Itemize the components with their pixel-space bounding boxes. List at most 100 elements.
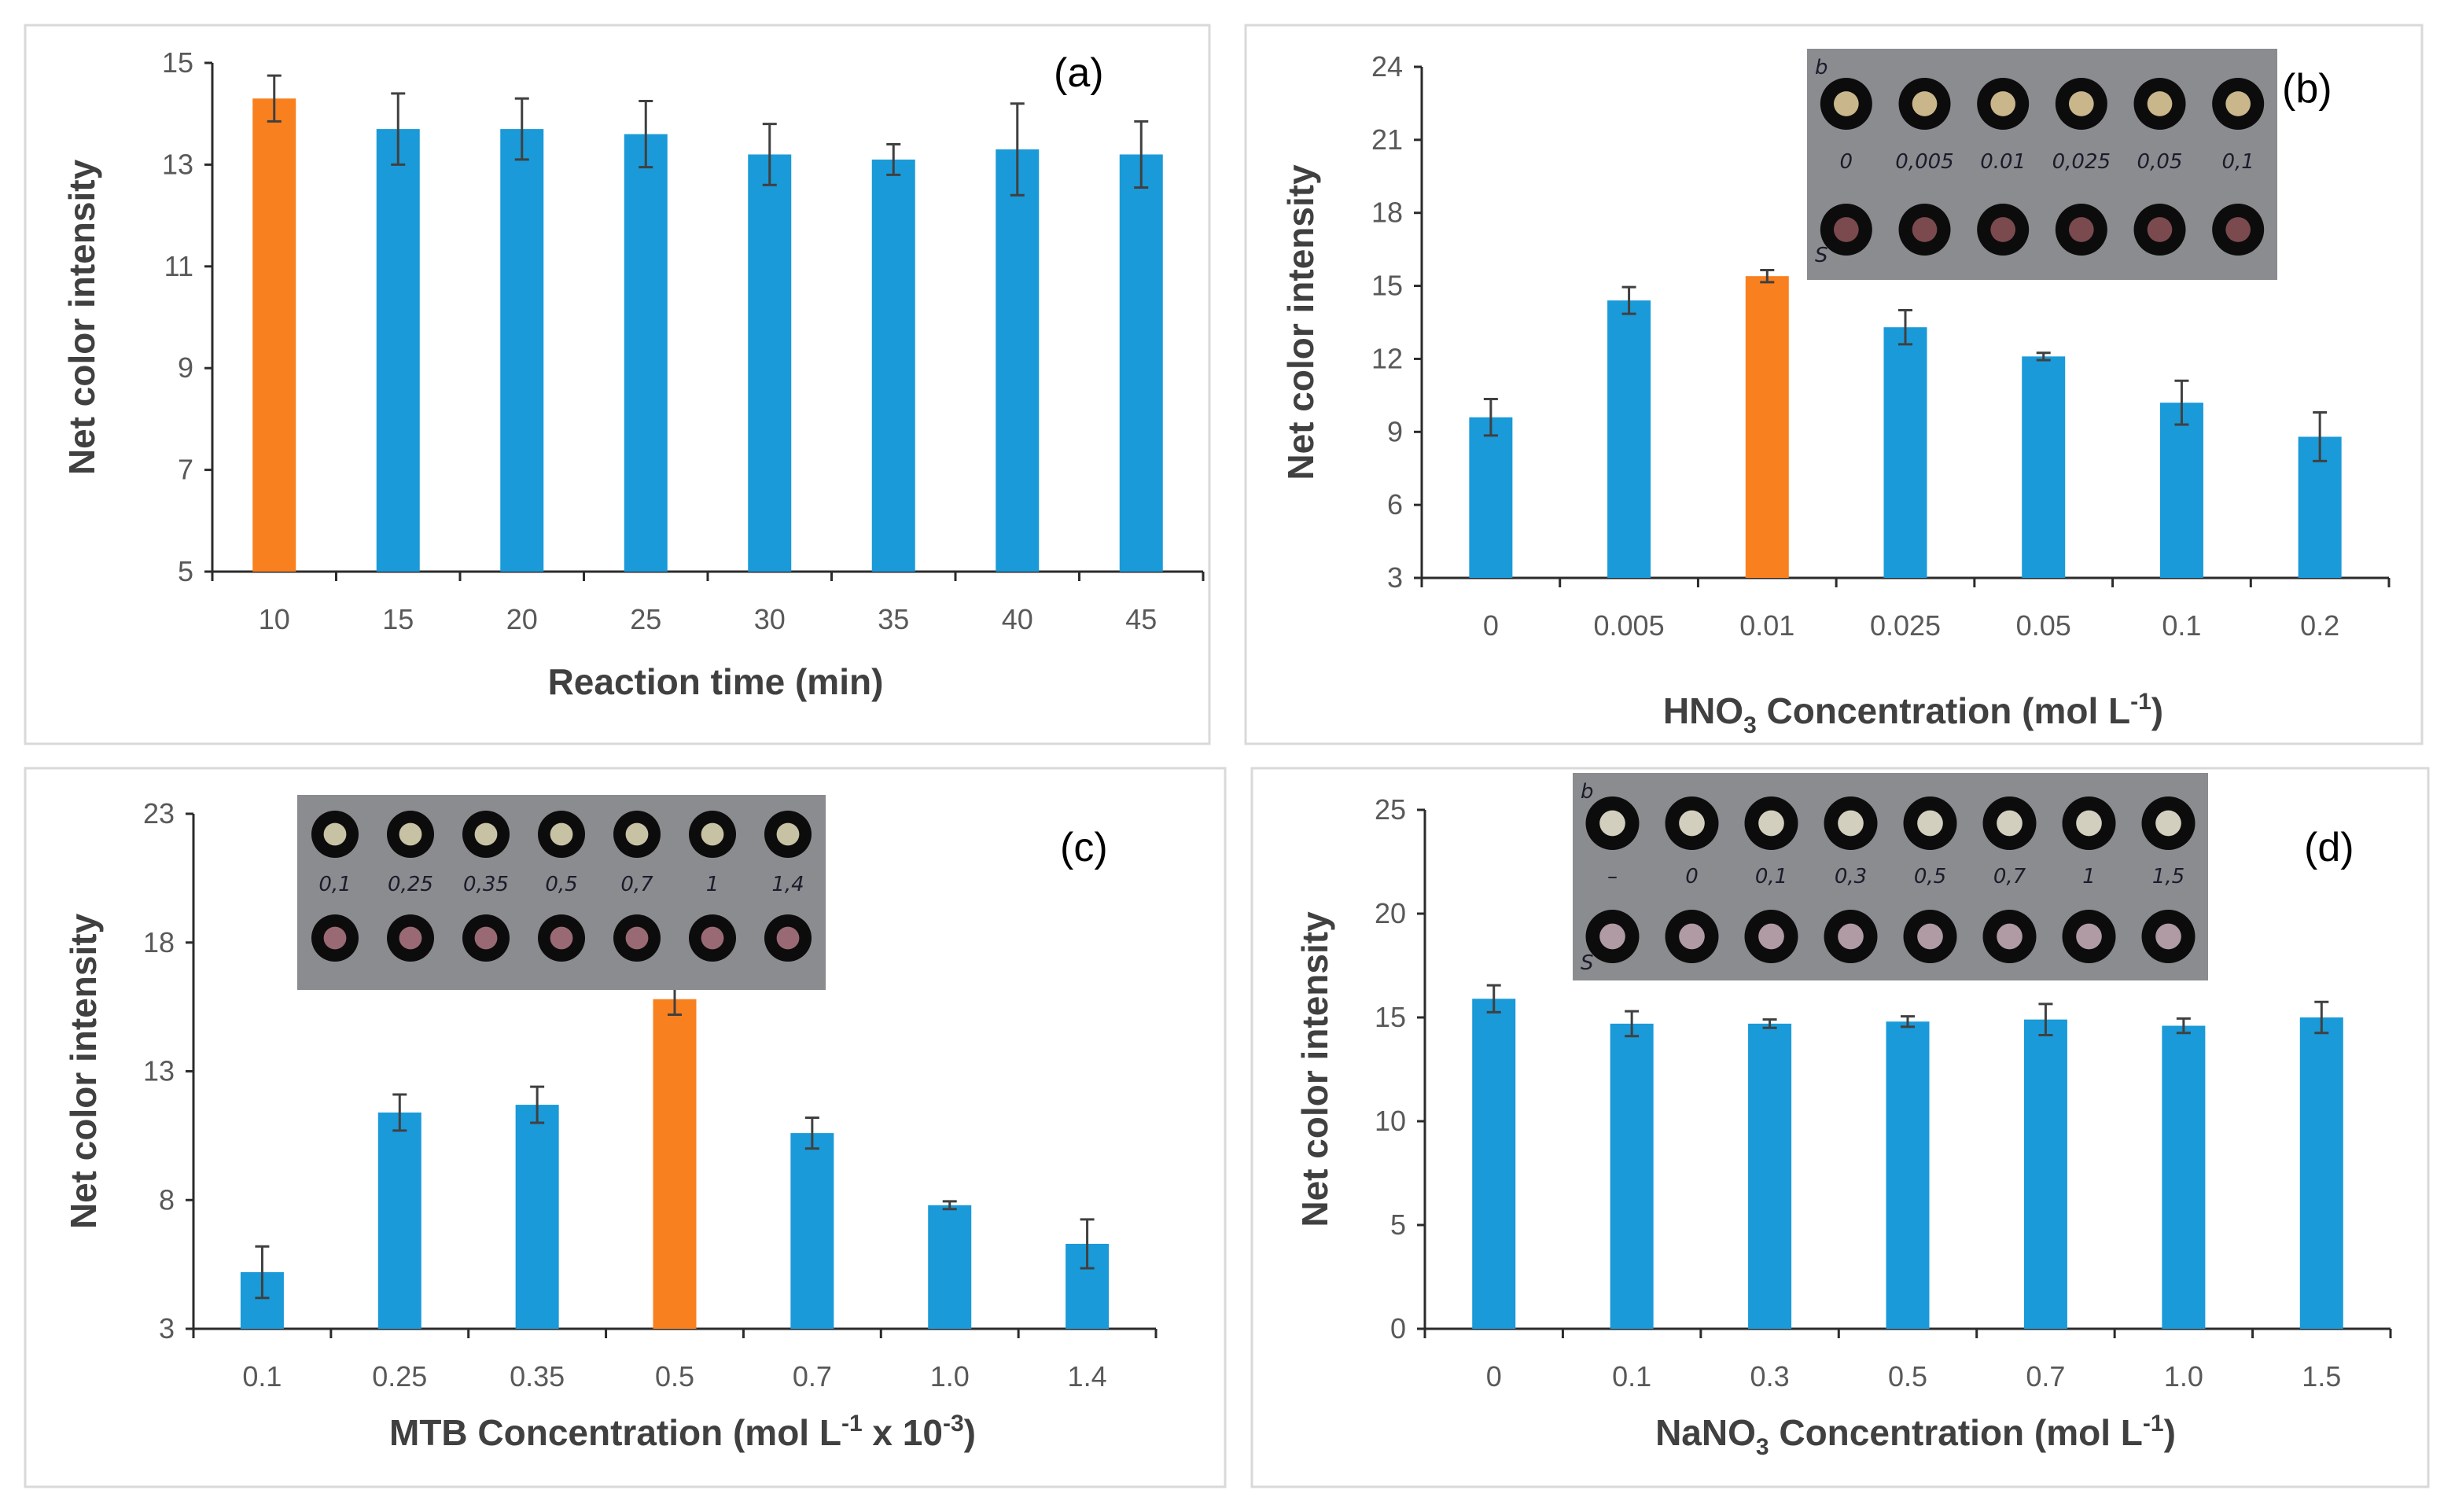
sensor-spot-bottom-color [776,926,800,950]
y-axis-title: Net color intensity [1280,164,1321,480]
sensor-spot-bottom-color [550,926,573,950]
x-tick-label: 0.1 [242,1360,282,1392]
photo-handwritten-label: 0 [1685,865,1699,888]
photo-handwritten-label: 0,5 [1914,865,1946,888]
sensor-spot-top-color [1679,810,1705,837]
bar-0.7 [790,1133,834,1329]
x-tick-label: 0.7 [2026,1360,2065,1392]
x-tick-label: 0.05 [2016,609,2071,642]
photo-letter-top: b [1581,780,1594,804]
x-tick-label: 1.5 [2302,1360,2341,1392]
photo-handwritten-label: 0,025 [2052,150,2111,174]
bar-15 [376,129,420,572]
bar-0.3 [1748,1023,1792,1329]
panel-label: (a) [1054,50,1104,96]
x-tick-label: 0.2 [2300,609,2339,642]
bar-25 [624,134,668,572]
bar-30 [748,154,792,572]
y-tick-label: 24 [1371,50,1403,83]
sensor-spot-top-color [1599,810,1625,837]
y-tick-label: 9 [1387,415,1403,447]
photo-handwritten-label: 0,005 [1895,150,1953,174]
y-tick-label: 8 [159,1183,175,1216]
x-tick-label: 0.01 [1739,609,1794,642]
y-tick-label: 5 [178,555,193,587]
photo-handwritten-label: 0,05 [2137,150,2183,174]
x-tick-label: 0.25 [372,1360,427,1392]
sensor-spot-bottom-color [625,926,649,950]
photo-handwritten-label: 0 [1840,150,1853,174]
sensor-spot-bottom-color [701,926,724,950]
photo-letter-bottom: S [1581,951,1594,975]
y-tick-label: 20 [1375,897,1406,929]
photo-handwritten-label: – [1607,865,1618,888]
bar-0.1 [2159,403,2203,578]
x-axis-title: HNO3 Concentration (mol L-1) [1663,689,2163,738]
x-tick-label: 0.1 [1612,1360,1651,1392]
x-tick-label: 0 [1483,609,1499,642]
bar-chart-mtb-concentration: 3 8 13 18 23 0.1 0.25 0.35 0.5 0.7 1.0 1.4 MTB Conce… [24,767,1227,1488]
inset-photo-test-spots: – 0 0,1 0,3 0,5 0,7 1 1,5 b S [1573,773,2208,980]
x-tick-label: 45 [1125,603,1157,635]
y-tick-label: 11 [164,250,193,282]
bar-chart-hno3-concentration: 3 6 9 12 15 18 21 24 0 0.005 0.01 0.025 0.05 0.1 0.2 HN… [1244,24,2424,745]
x-tick-label: 30 [754,603,786,635]
bar-1.0 [928,1205,972,1329]
panel-label: (d) [2304,825,2354,870]
x-tick-label: 25 [630,603,661,635]
panel-label: (c) [1060,825,1108,870]
sensor-spot-top-color [474,822,498,846]
x-tick-label: 0.35 [510,1360,565,1392]
photo-letter-top: b [1815,56,1828,79]
sensor-spot-top-color [701,822,724,846]
bar-10 [252,98,296,572]
y-axis-title: Net color intensity [63,913,104,1229]
sensor-spot-top-color [1758,810,1784,837]
y-tick-label: 25 [1375,793,1406,826]
x-tick-label: 40 [1002,603,1033,635]
sensor-spot-bottom-color [1990,217,2016,242]
x-tick-label: 0.5 [655,1360,694,1392]
y-tick-label: 10 [1375,1105,1406,1137]
y-tick-label: 15 [1371,270,1403,302]
y-tick-label: 15 [1375,1001,1406,1033]
y-tick-label: 9 [178,351,193,384]
photo-handwritten-label: 1 [706,873,720,896]
x-tick-label: 0.005 [1594,609,1665,642]
y-tick-label: 3 [1387,561,1403,594]
x-tick-label: 35 [878,603,909,635]
sensor-spot-top-color [2155,810,2181,837]
panel-label: (b) [2282,66,2332,112]
y-tick-label: 5 [1390,1208,1406,1241]
sensor-spot-bottom-color [2147,217,2173,242]
chart-panel-a: 5 7 9 11 13 15 10 15 20 25 30 35 40 45 Reaction time (… [24,24,1211,745]
sensor-spot-bottom-color [323,926,347,950]
sensor-spot-bottom-color [2076,923,2102,950]
bar-1.0 [2162,1025,2206,1329]
sensor-spot-top-color [1990,91,2016,116]
bar-20 [500,129,544,572]
bar-0.25 [377,1112,421,1329]
x-tick-label: 1.0 [930,1360,970,1392]
bar-chart-reaction-time: 5 7 9 11 13 15 10 15 20 25 30 35 40 45 Reaction time (… [24,24,1211,745]
sensor-spot-bottom-color [1912,217,1938,242]
photo-handwritten-label: 1,5 [2152,865,2185,888]
bar-1.5 [2299,1017,2343,1329]
chart-panel-c: 3 8 13 18 23 0.1 0.25 0.35 0.5 0.7 1.0 1.4 MTB Conce… [24,767,1227,1488]
x-tick-label: 0 [1486,1360,1502,1392]
y-tick-label: 23 [143,797,175,830]
y-tick-label: 15 [162,46,193,79]
inset-photo-test-spots: 0 0,005 0.01 0,025 0,05 0,1 b S [1807,49,2277,280]
sensor-spot-bottom-color [1833,217,1859,242]
sensor-spot-bottom-color [1758,923,1784,950]
sensor-spot-bottom-color [1917,923,1943,950]
chart-panel-d: 0 5 10 15 20 25 0 0.1 0.3 0.5 0.7 1.0 1.5 NaNO3 Conce… [1250,767,2430,1488]
sensor-spot-top-color [1917,810,1943,837]
photo-letter-bottom: S [1815,244,1828,267]
bar-0.5 [653,999,697,1329]
y-tick-label: 3 [159,1312,175,1345]
y-tick-label: 7 [178,454,193,486]
bar-0 [1469,417,1513,578]
sensor-spot-bottom-color [1679,923,1705,950]
